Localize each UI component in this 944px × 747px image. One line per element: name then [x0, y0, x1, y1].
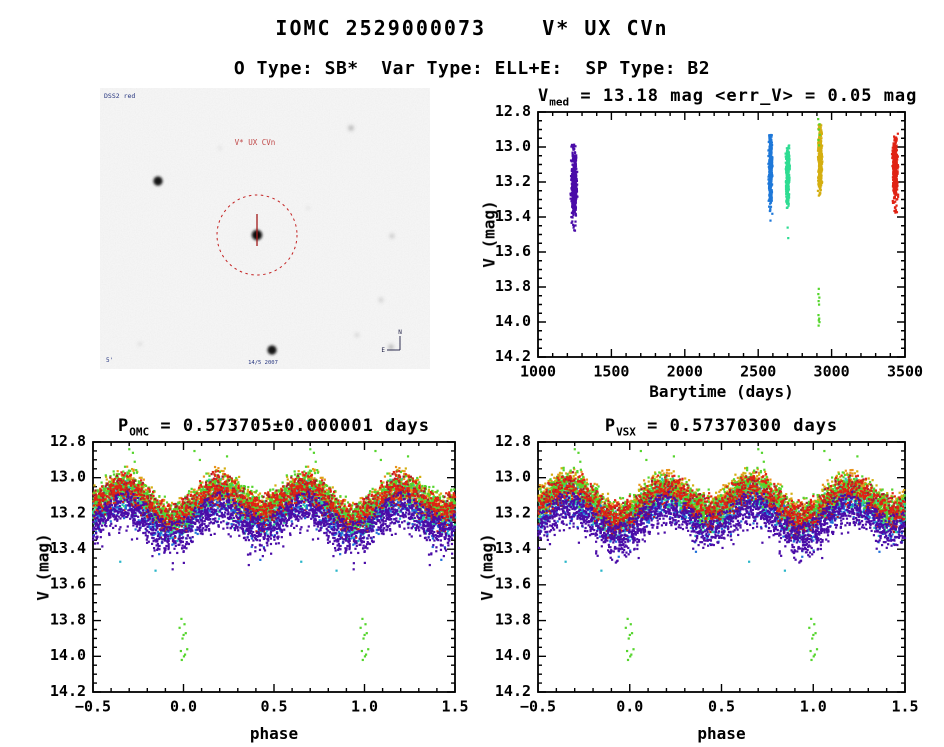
page-subtitle: O Type: SB* Var Type: ELL+E: SP Type: B2	[233, 58, 711, 79]
phase-omc-panel: POMC = 0.573705±0.000001 days phase V (m…	[20, 416, 470, 747]
star-bottom	[267, 345, 277, 355]
phase-vsx-canvas	[465, 416, 925, 747]
page-title: IOMC 2529000073 V* UX CVn	[275, 16, 669, 40]
finder-survey-label: DSS2 red	[104, 92, 135, 100]
timeplot-xlabel: Barytime (days)	[649, 382, 794, 401]
finder-faint-stars	[138, 125, 395, 350]
timeplot-ylabel: V (mag)	[479, 200, 499, 268]
finder-chart: V* UX CVn DSS2 red 14/5 2007 5' N E	[100, 88, 430, 369]
phase-vsx-ylabel: V (mag)	[477, 533, 497, 601]
phase-omc-xlabel: phase	[249, 724, 299, 743]
compass-icon: N E	[381, 329, 402, 354]
star-upper-left	[153, 176, 163, 186]
target-circle-marker	[216, 194, 298, 276]
compass-north-label: N	[398, 329, 402, 336]
finder-date-label: 14/5 2007	[248, 360, 278, 366]
timeplot-panel: Vmed = 13.18 mag <err_V> = 0.05 mag Bary…	[470, 86, 944, 410]
phase-omc-canvas	[20, 416, 470, 747]
finder-scale-label: 5'	[106, 357, 113, 364]
phase-vsx-panel: PVSX = 0.57370300 days phase V (mag)	[465, 416, 925, 747]
finder-target-label: V* UX CVn	[235, 138, 276, 147]
finder-noise-texture	[100, 88, 430, 369]
phase-vsx-xlabel: phase	[697, 724, 746, 743]
compass-east-label: E	[381, 347, 385, 354]
timeplot-canvas	[470, 86, 944, 410]
finder-chart-image: V* UX CVn DSS2 red 14/5 2007 5' N E	[100, 88, 430, 369]
phase-omc-ylabel: V (mag)	[33, 533, 53, 601]
